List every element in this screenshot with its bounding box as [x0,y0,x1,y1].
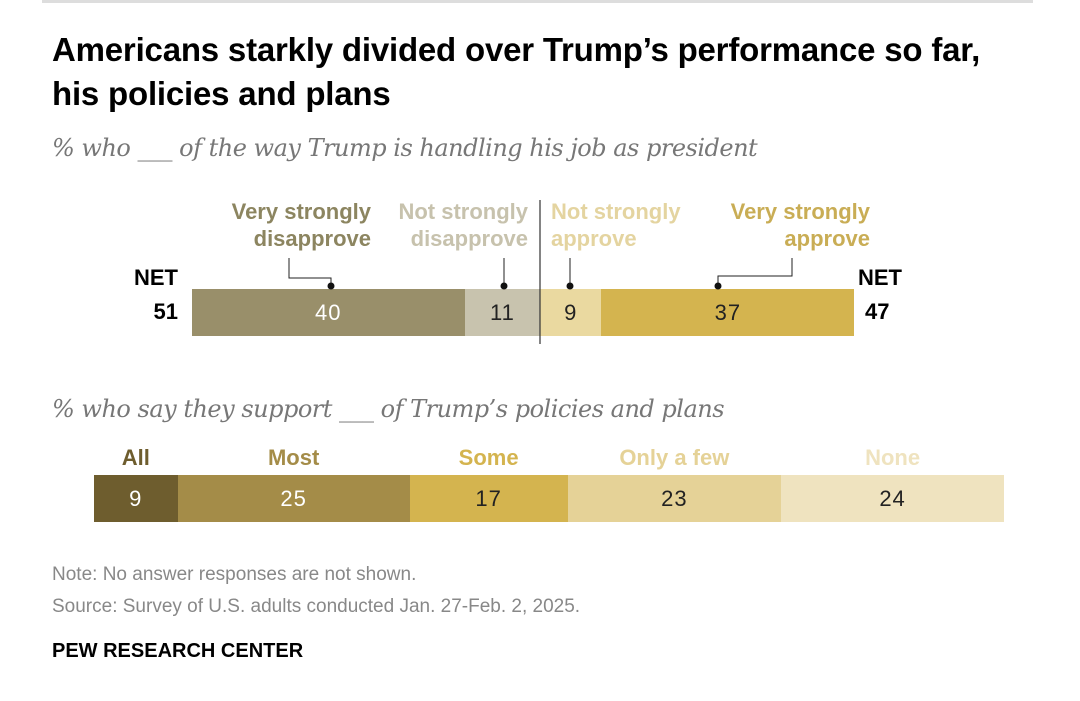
bar-value-label: 9 [129,485,143,511]
bar-segment-very-strongly-approve: 37 [601,289,855,336]
source-text: Source: Survey of U.S. adults conducted … [52,596,581,617]
bar-segment-some: 17 [409,475,568,522]
leader-line [288,258,332,286]
bar-segment-not-strongly-approve: 9 [540,289,602,336]
net-approve-label: NET [858,265,902,290]
category-label-most: Most [267,445,320,470]
net-approve-value: 47 [865,299,890,324]
bar-value-label: 17 [475,485,502,511]
category-label-some: Some [458,445,519,470]
category-label-very-strongly-approve: Very strongly approve [730,199,870,251]
bar-segment-not-strongly-disapprove: 11 [464,289,540,336]
net-disapprove-value: 51 [153,299,178,324]
bar-value-label: 24 [879,485,906,511]
bar-value-label: 37 [714,299,742,325]
chart-title: Americans starkly divided over Trump’s p… [52,31,981,112]
note-text: Note: No answer responses are not shown. [52,564,417,585]
bar-value-label: 9 [564,299,578,325]
bar-value-label: 11 [490,299,515,325]
category-label-all: All [121,445,150,470]
bar-segment-only-a-few: 23 [567,475,782,522]
bar-segment-very-strongly-disapprove: 40 [191,289,465,336]
top-border [42,0,1033,3]
category-label-not-strongly-disapprove: Not strongly disapprove [398,199,528,251]
category-label-none: None [865,445,921,470]
category-label-not-strongly-approve: Not strongly approve [551,199,681,251]
chart1-subtitle: % who ___ of the way Trump is handling h… [52,134,758,162]
bar-segment-all: 9 [94,475,178,522]
bar-value-label: 40 [315,299,342,325]
net-disapprove-label: NET [134,265,178,290]
bar-segment-none: 24 [781,475,1004,522]
category-label-only-a-few: Only a few [619,445,730,470]
bar-value-label: 25 [280,485,307,511]
bar-segment-most: 25 [177,475,410,522]
pew-brand: PEW RESEARCH CENTER [52,640,304,662]
bar-value-label: 23 [661,485,688,511]
category-label-very-strongly-disapprove: Very strongly disapprove [231,199,371,251]
chart2-subtitle: % who say they support ___ of Trump’s po… [52,395,725,423]
leader-line [717,258,793,286]
